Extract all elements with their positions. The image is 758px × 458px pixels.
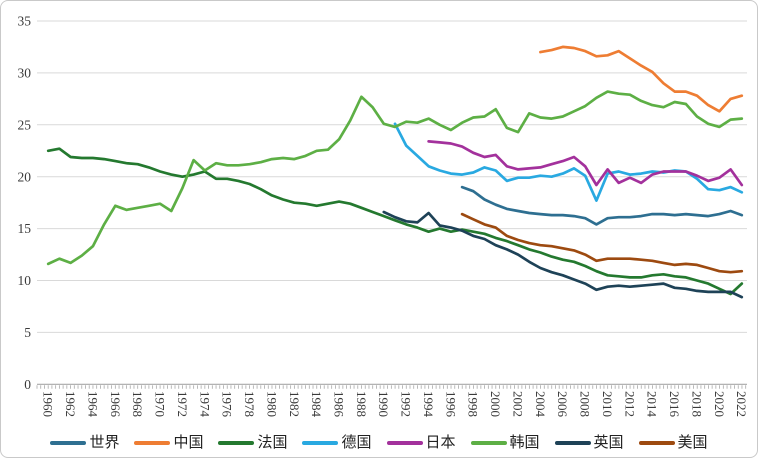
svg-text:1992: 1992 — [399, 391, 414, 417]
legend-swatch-france — [218, 441, 255, 445]
svg-text:1970: 1970 — [153, 391, 168, 417]
legend-swatch-world — [50, 441, 87, 445]
svg-text:1996: 1996 — [443, 391, 458, 418]
svg-text:2006: 2006 — [555, 391, 570, 418]
x-axis — [36, 383, 747, 389]
legend-item-uk: 英国 — [554, 434, 624, 451]
svg-text:1998: 1998 — [466, 391, 481, 417]
svg-text:0: 0 — [24, 377, 31, 392]
legend-item-usa: 美国 — [638, 434, 708, 451]
svg-text:35: 35 — [18, 14, 32, 29]
svg-text:2016: 2016 — [667, 391, 682, 418]
legend-label-world: 世界 — [89, 434, 120, 451]
svg-text:1974: 1974 — [197, 391, 212, 418]
svg-text:2002: 2002 — [511, 391, 526, 417]
svg-text:30: 30 — [18, 66, 32, 81]
x-axis-labels: 1960 1962 1964 1966 1968 1970 1972 1974 1976 1978… — [41, 391, 750, 418]
svg-text:5: 5 — [24, 325, 31, 340]
legend-label-usa: 美国 — [677, 434, 708, 451]
svg-text:1972: 1972 — [175, 391, 190, 417]
legend-label-germany: 德国 — [341, 434, 372, 451]
svg-text:2018: 2018 — [689, 391, 704, 417]
legend-swatch-korea — [470, 441, 507, 445]
svg-text:1960: 1960 — [41, 391, 56, 417]
svg-text:1994: 1994 — [421, 391, 436, 418]
svg-text:10: 10 — [18, 273, 32, 288]
svg-text:2008: 2008 — [578, 391, 593, 417]
chart-legend: 世界 中国 法国 德国 日本 韩国 英国 美国 — [1, 431, 757, 455]
svg-text:1984: 1984 — [309, 391, 324, 418]
y-axis-labels: 0 5 10 15 20 25 30 35 — [18, 14, 32, 392]
legend-item-world: 世界 — [50, 434, 120, 451]
legend-swatch-usa — [638, 441, 675, 445]
svg-text:1986: 1986 — [332, 391, 347, 418]
svg-text:2012: 2012 — [622, 391, 637, 417]
legend-label-japan: 日本 — [425, 434, 456, 451]
svg-text:1966: 1966 — [108, 391, 123, 418]
svg-text:15: 15 — [18, 221, 32, 236]
legend-item-korea: 韩国 — [470, 434, 540, 451]
svg-text:1978: 1978 — [242, 391, 257, 417]
svg-text:1988: 1988 — [354, 391, 369, 417]
svg-text:2020: 2020 — [712, 391, 727, 417]
legend-label-uk: 英国 — [593, 434, 624, 451]
svg-text:2010: 2010 — [600, 391, 615, 417]
legend-item-germany: 德国 — [302, 434, 372, 451]
svg-text:2014: 2014 — [645, 391, 660, 418]
svg-text:1990: 1990 — [376, 391, 391, 417]
legend-item-china: 中国 — [134, 434, 204, 451]
svg-text:2004: 2004 — [533, 391, 548, 418]
legend-swatch-germany — [302, 441, 339, 445]
legend-label-china: 中国 — [173, 434, 204, 451]
legend-swatch-china — [134, 441, 171, 445]
svg-text:2000: 2000 — [488, 391, 503, 417]
legend-swatch-uk — [554, 441, 591, 445]
svg-text:2022: 2022 — [734, 391, 749, 417]
svg-text:1962: 1962 — [63, 391, 78, 417]
svg-text:1976: 1976 — [220, 391, 235, 418]
legend-item-france: 法国 — [218, 434, 288, 451]
svg-text:20: 20 — [18, 169, 32, 184]
legend-item-japan: 日本 — [386, 434, 456, 451]
svg-text:25: 25 — [18, 117, 32, 132]
legend-label-korea: 韩国 — [509, 434, 540, 451]
svg-text:1968: 1968 — [130, 391, 145, 417]
legend-label-france: 法国 — [257, 434, 288, 451]
svg-text:1964: 1964 — [85, 391, 100, 418]
legend-swatch-japan — [386, 441, 423, 445]
svg-text:1982: 1982 — [287, 391, 302, 417]
svg-text:1980: 1980 — [264, 391, 279, 417]
series-lines — [46, 45, 744, 299]
